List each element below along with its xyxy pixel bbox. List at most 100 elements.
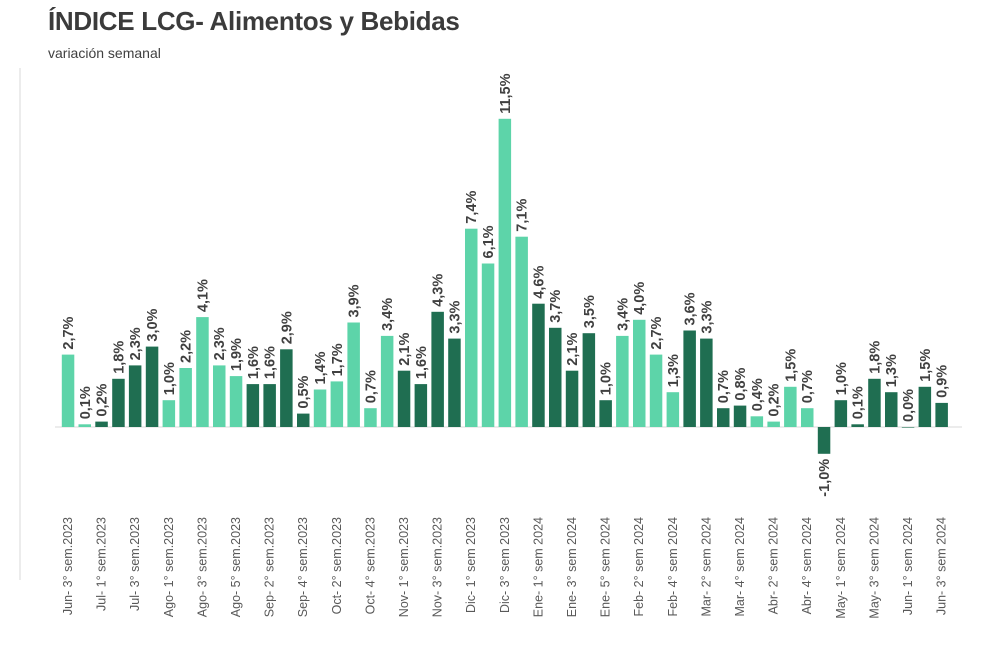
data-label: 2,1% (397, 333, 413, 366)
x-tick-label: Ene- 1° sem 2024 (531, 517, 545, 617)
data-label: 2,2% (179, 330, 195, 363)
x-tick-label: Abr- 2° sem 2024 (767, 517, 781, 614)
x-tick-label: Sep- 2° sem.2023 (263, 517, 277, 617)
data-label: 1,0% (162, 362, 178, 395)
bar (78, 424, 91, 427)
bar (851, 424, 864, 427)
x-tick-label: Dic- 3° sem 2023 (498, 517, 512, 613)
data-label: 4,0% (632, 282, 648, 315)
data-label: 2,3% (128, 327, 144, 360)
bar (582, 333, 596, 427)
data-label: -1,0% (817, 459, 833, 497)
data-label: 1,0% (599, 362, 615, 395)
x-tick-label: Ene- 5° sem 2024 (599, 517, 613, 617)
data-label: 0,7% (363, 370, 379, 403)
data-label: 1,3% (666, 354, 682, 387)
data-label: 7,4% (464, 191, 480, 224)
data-label: 2,7% (61, 316, 77, 349)
x-tick-label: Ago- 3° sem.2023 (195, 517, 209, 617)
data-label: 4,3% (431, 274, 447, 307)
bar (700, 338, 713, 427)
bar (532, 303, 545, 427)
data-label: 11,5% (498, 73, 514, 113)
x-tick-label: Nov- 1° sem.2023 (397, 517, 411, 617)
data-label: 0,1% (851, 386, 867, 419)
data-label: 0,0% (901, 389, 917, 422)
data-label: 3,3% (699, 300, 715, 333)
bar (733, 405, 747, 427)
x-tick-label: Ene- 3° sem 2024 (565, 517, 579, 617)
bar (481, 263, 495, 427)
bar (213, 365, 226, 427)
bar (901, 427, 915, 428)
x-tick-label: Mar- 4° sem 2024 (733, 517, 747, 617)
bar (347, 322, 360, 427)
bar (549, 327, 562, 427)
data-label: 0,5% (296, 375, 312, 408)
data-label: 0,1% (78, 386, 94, 419)
bar (717, 408, 730, 427)
data-label: 3,6% (683, 292, 699, 325)
x-tick-label: Feb- 2° sem 2024 (632, 517, 646, 617)
bar (397, 370, 411, 427)
data-label: 0,9% (935, 365, 951, 398)
x-tick-label: Nov- 3° sem.2023 (431, 517, 445, 617)
data-label: 1,5% (783, 349, 799, 382)
bar (498, 118, 512, 428)
data-label: 4,6% (531, 266, 547, 299)
bar (145, 346, 159, 427)
x-tick-label: Ago- 1° sem.2023 (162, 517, 176, 617)
bar (280, 349, 293, 427)
data-label: 1,6% (414, 346, 430, 379)
bar (229, 376, 243, 427)
bar (616, 335, 629, 427)
bar (649, 354, 663, 427)
x-tick-label: Oct- 4° sem.2023 (363, 517, 377, 614)
x-tick-label: Jul- 1° sem.2023 (95, 517, 109, 611)
data-label: 3,5% (582, 295, 598, 328)
data-label: 3,9% (347, 284, 363, 317)
x-tick-label: May- 3° sem 2024 (867, 517, 881, 619)
bar (61, 354, 75, 427)
data-label: 1,5% (918, 349, 934, 382)
x-tick-label: Jun- 1° sem 2024 (901, 517, 915, 615)
data-label: 2,3% (212, 327, 228, 360)
data-label: 1,9% (229, 338, 245, 371)
x-tick-label: Mar- 2° sem 2024 (699, 517, 713, 617)
bar (330, 381, 344, 427)
data-label: 1,8% (867, 341, 883, 374)
bar (515, 236, 528, 427)
data-label: 4,1% (195, 279, 211, 312)
bar (414, 384, 428, 427)
chart-title: ÍNDICE LCG- Alimentos y Bebidas (48, 6, 460, 36)
data-label: 0,2% (95, 383, 111, 416)
data-label: 0,8% (733, 367, 749, 400)
x-tick-label: Jul- 3° sem.2023 (128, 517, 142, 611)
data-label: 1,6% (263, 346, 279, 379)
bar (162, 400, 176, 427)
data-label: 3,4% (380, 298, 396, 331)
bar (128, 365, 142, 427)
data-label: 2,1% (565, 333, 581, 366)
bar (297, 413, 310, 427)
data-label: 3,7% (548, 290, 564, 323)
bar (801, 408, 814, 427)
bar (431, 311, 444, 427)
data-label: 7,1% (515, 199, 531, 232)
data-label: 0,4% (750, 378, 766, 411)
bar (683, 330, 696, 427)
bar (633, 319, 646, 427)
data-label: 2,9% (279, 311, 295, 344)
data-label: 1,0% (834, 362, 850, 395)
data-label: 1,3% (884, 354, 900, 387)
bar (817, 427, 831, 454)
bar (918, 386, 932, 427)
bar (112, 378, 125, 427)
bar (263, 384, 276, 427)
x-tick-label: Oct- 2° sem.2023 (330, 517, 344, 614)
bar (599, 400, 612, 427)
data-label: 1,6% (246, 346, 262, 379)
data-label: 0,7% (800, 370, 816, 403)
x-tick-label: Ago- 5° sem.2023 (229, 517, 243, 617)
